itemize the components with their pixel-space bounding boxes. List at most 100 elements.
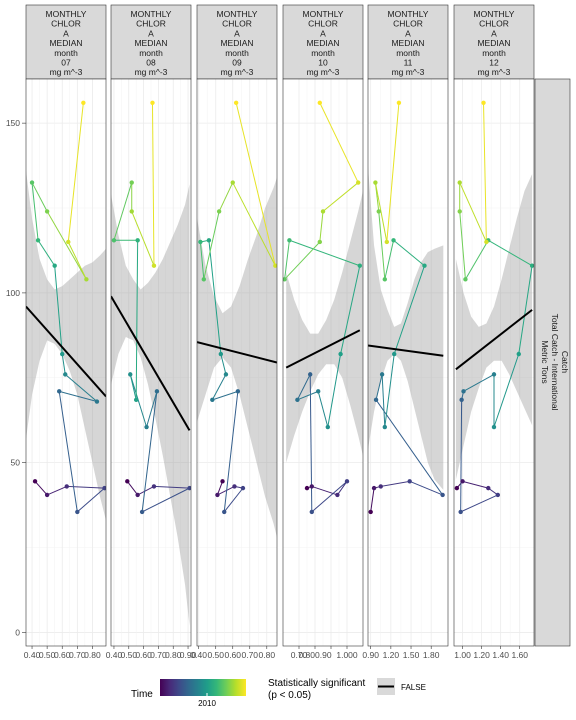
x-tick-label: 0.60 — [135, 650, 152, 660]
time-path-segment — [380, 480, 410, 487]
data-point — [63, 372, 68, 377]
strip-label: mg m^-3 — [221, 67, 254, 77]
right-strip: Catch Total Catch - International Metric… — [534, 78, 571, 647]
strip-label: MONTHLY — [217, 9, 258, 19]
time-path-segment — [375, 374, 383, 400]
strip-label: MEDIAN — [391, 38, 424, 48]
data-point — [64, 484, 69, 489]
data-point — [154, 389, 160, 394]
strip-label: A — [234, 28, 240, 38]
data-point — [44, 492, 50, 498]
strip-label: mg m^-3 — [50, 67, 83, 77]
panel-content — [454, 79, 534, 646]
x-tick-label: 1.20 — [383, 650, 400, 660]
time-path-segment — [378, 211, 386, 280]
time-path-segment — [327, 353, 342, 428]
strip-label: CHLOR — [393, 19, 423, 29]
data-point — [356, 180, 361, 185]
strip-label: CHLOR — [222, 19, 252, 29]
x-tick-label: 0.70 — [241, 650, 258, 660]
data-point — [133, 397, 139, 403]
data-point — [240, 485, 246, 491]
strip-label: MEDIAN — [49, 38, 82, 48]
data-point — [373, 180, 378, 185]
time-path-segment — [483, 102, 487, 242]
strip-label: A — [63, 28, 69, 38]
strip-label: A — [405, 28, 411, 38]
time-path-segment — [203, 211, 220, 280]
time-path-segment — [67, 241, 87, 280]
data-point — [379, 372, 385, 377]
time-path-segment — [61, 353, 66, 375]
time-path-segment — [463, 373, 495, 392]
trend-line — [111, 295, 191, 431]
time-path-segment — [46, 485, 67, 496]
time-path-segment — [296, 374, 311, 401]
x-tick-label: 1.60 — [511, 650, 528, 660]
time-path-segment — [460, 494, 499, 513]
strip-label: CHLOR — [308, 19, 338, 29]
data-point — [144, 424, 149, 430]
strip-label: month — [482, 48, 506, 58]
time-path-segment — [393, 265, 425, 355]
strip-label: MEDIAN — [306, 38, 339, 48]
time-path-segment — [409, 480, 443, 496]
x-tick-label: 0.80 — [259, 650, 276, 660]
confidence-ribbon — [111, 184, 190, 626]
data-point — [84, 277, 89, 282]
data-point — [135, 238, 140, 243]
data-point — [376, 209, 381, 214]
data-point — [316, 389, 321, 394]
data-point — [344, 479, 350, 484]
data-point — [94, 399, 100, 404]
sig-legend-label: FALSE — [401, 683, 426, 692]
data-point — [295, 397, 300, 403]
time-path-segment — [232, 182, 276, 266]
trend-line — [285, 329, 361, 369]
strip-label: month — [311, 48, 335, 58]
panel-content — [26, 79, 106, 646]
data-point — [233, 100, 239, 105]
panel-background — [454, 79, 534, 646]
data-point — [457, 209, 462, 214]
time-path-segment — [393, 239, 425, 267]
time-path-segment — [146, 391, 158, 428]
panel-background — [197, 79, 277, 646]
data-point — [529, 263, 534, 268]
strip-label: MEDIAN — [477, 38, 510, 48]
data-point — [440, 492, 445, 498]
data-point — [422, 263, 427, 268]
time-path-segment — [297, 390, 319, 401]
time-path-segment — [141, 487, 190, 513]
x-tick-label: 0.40 — [106, 650, 123, 660]
data-point — [382, 277, 388, 282]
time-path-segment — [223, 391, 239, 512]
data-point — [125, 479, 130, 484]
data-point — [201, 277, 207, 282]
time-path-segment — [218, 182, 234, 212]
time-path-segment — [212, 390, 239, 401]
strip-label: month — [54, 48, 78, 58]
x-tick-label: 0.40 — [190, 650, 207, 660]
time-path-segment — [336, 481, 348, 496]
time-path-segment — [386, 102, 400, 243]
time-path-segment — [289, 239, 360, 267]
time-path-segment — [31, 182, 39, 241]
time-path-segment — [384, 240, 395, 280]
data-point — [60, 351, 65, 357]
x-tick-label: 1.50 — [403, 650, 420, 660]
y-tick-label: 100 — [6, 288, 20, 298]
data-point — [32, 479, 38, 484]
data-point — [460, 479, 465, 484]
time-path-segment — [284, 240, 290, 280]
strip-label: mg m^-3 — [392, 67, 425, 77]
time-path-segment — [488, 239, 533, 267]
time-path-segment — [374, 182, 388, 243]
confidence-ribbon — [286, 191, 363, 463]
right-strip-line-2: Total Catch - International — [550, 314, 560, 411]
time-path-segment — [464, 240, 489, 280]
